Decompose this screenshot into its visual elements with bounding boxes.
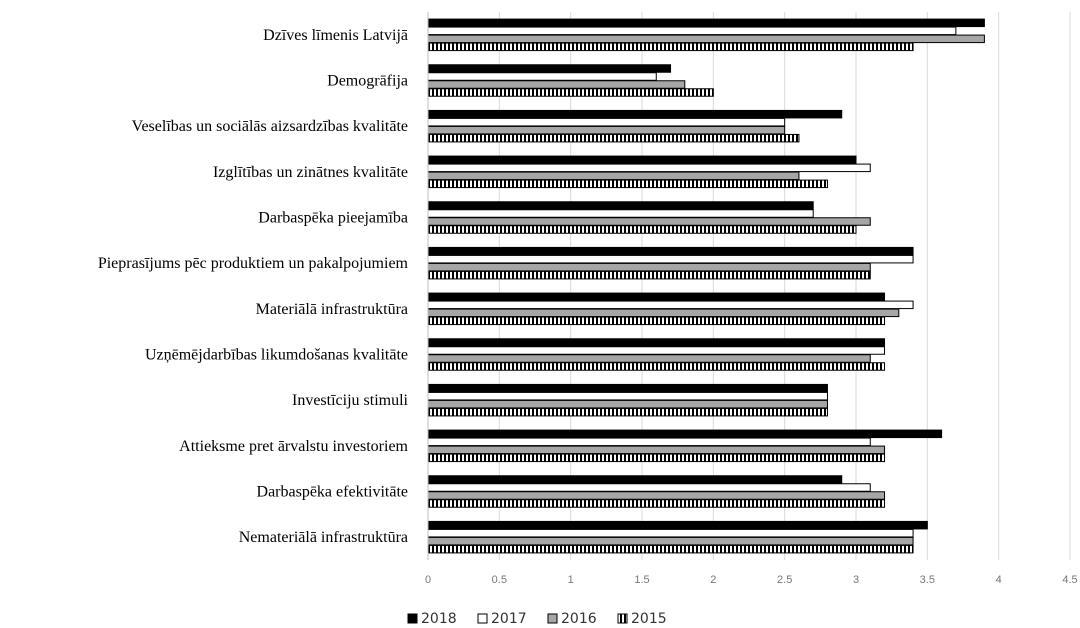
bar-2018 bbox=[427, 201, 814, 210]
bar-2015 bbox=[427, 88, 714, 97]
bar-2017 bbox=[427, 254, 914, 264]
legend-label-2017: 2017 bbox=[491, 611, 527, 627]
gridlines bbox=[498, 12, 1071, 560]
bar-2017 bbox=[427, 483, 871, 492]
category-label: Materiālā infrastruktūra bbox=[256, 301, 408, 318]
category-label: Darbaspēka pieejamība bbox=[258, 210, 408, 227]
bar-2017 bbox=[427, 391, 828, 401]
x-tick-label: 4.5 bbox=[1062, 574, 1077, 586]
bar-2018 bbox=[427, 155, 857, 165]
category-label: Pieprasījums pēc produktiem un pakalpoju… bbox=[98, 255, 409, 272]
bar-2016 bbox=[427, 80, 686, 89]
bar-2017 bbox=[427, 26, 957, 36]
legend-swatch-2015 bbox=[617, 613, 628, 624]
bar-2015 bbox=[427, 316, 886, 326]
bars bbox=[427, 18, 985, 554]
bar-2016 bbox=[427, 262, 871, 272]
bar-2016 bbox=[427, 354, 871, 363]
legend-swatch-2018 bbox=[407, 613, 418, 624]
bar-2018 bbox=[427, 246, 914, 256]
legend: 2018 2017 2016 2015 bbox=[407, 611, 667, 627]
bar-2015 bbox=[427, 407, 828, 417]
bar-2018 bbox=[427, 383, 828, 393]
x-tick-label: 1.5 bbox=[634, 574, 649, 586]
bar-2017 bbox=[427, 437, 871, 447]
category-label: Investīciju stimuli bbox=[292, 392, 409, 409]
bar-2017 bbox=[427, 209, 814, 218]
bar-2017 bbox=[427, 163, 871, 173]
bar-2018 bbox=[427, 429, 943, 439]
bar-2017 bbox=[427, 117, 786, 127]
legend-label-2016: 2016 bbox=[561, 611, 597, 627]
bar-2015 bbox=[427, 453, 886, 463]
bar-2016 bbox=[427, 171, 800, 181]
bar-2015 bbox=[427, 270, 871, 280]
bar-2015 bbox=[427, 225, 857, 234]
bar-2017 bbox=[427, 72, 657, 81]
category-label: Attieksme pret ārvalstu investoriem bbox=[179, 438, 408, 455]
category-label: Veselības un sociālās aizsardzības kvali… bbox=[132, 118, 408, 135]
bar-2015 bbox=[427, 499, 886, 508]
bar-2016 bbox=[427, 491, 886, 500]
bar-2015 bbox=[427, 544, 914, 554]
category-label: Darbaspēka efektivitāte bbox=[257, 484, 408, 501]
bar-2017 bbox=[427, 300, 914, 310]
x-tick-label: 3.5 bbox=[920, 574, 935, 586]
legend-swatch-2017 bbox=[477, 613, 488, 624]
x-tick-label: 0.5 bbox=[492, 574, 507, 586]
bar-2015 bbox=[427, 42, 914, 52]
bar-2016 bbox=[427, 308, 900, 318]
category-label: Uzņēmējdarbības likumdošanas kvalitāte bbox=[145, 347, 408, 364]
bar-2018 bbox=[427, 520, 928, 530]
category-label: Dzīves līmenis Latvijā bbox=[263, 27, 408, 44]
x-tick-label: 3 bbox=[853, 574, 859, 586]
category-label: Nemateriālā infrastruktūra bbox=[239, 529, 408, 546]
bar-2016 bbox=[427, 399, 828, 409]
category-label: Izglītības un zinātnes kvalitāte bbox=[213, 164, 408, 181]
x-tick-label: 1 bbox=[568, 574, 574, 586]
bar-2015 bbox=[427, 179, 828, 189]
bar-2015 bbox=[427, 362, 886, 371]
category-labels: Dzīves līmenis Latvijā Demogrāfija Veselīb… bbox=[98, 27, 409, 546]
x-tick-label: 2 bbox=[710, 574, 716, 586]
bar-2018 bbox=[427, 292, 886, 302]
bar-2016 bbox=[427, 536, 914, 546]
legend-label-2018: 2018 bbox=[421, 611, 457, 627]
bar-2016 bbox=[427, 445, 886, 455]
x-tick-labels: 0 0.5 1 1.5 2 2.5 3 3.5 4 4.5 bbox=[425, 574, 1078, 586]
bar-2018 bbox=[427, 109, 843, 119]
bar-2018 bbox=[427, 18, 985, 28]
legend-label-2015: 2015 bbox=[631, 611, 667, 627]
x-tick-label: 2.5 bbox=[777, 574, 792, 586]
bar-2016 bbox=[427, 217, 871, 226]
bar-2017 bbox=[427, 346, 886, 355]
bar-2018 bbox=[427, 64, 672, 73]
bar-2018 bbox=[427, 475, 843, 484]
bar-2015 bbox=[427, 133, 800, 143]
bar-2016 bbox=[427, 34, 985, 44]
x-tick-label: 4 bbox=[996, 574, 1002, 586]
bar-2018 bbox=[427, 338, 886, 347]
bar-2016 bbox=[427, 125, 786, 135]
legend-swatch-2016 bbox=[547, 613, 558, 624]
category-label: Demogrāfija bbox=[327, 73, 408, 90]
x-tick-label: 0 bbox=[425, 574, 431, 586]
bar-2017 bbox=[427, 528, 914, 538]
